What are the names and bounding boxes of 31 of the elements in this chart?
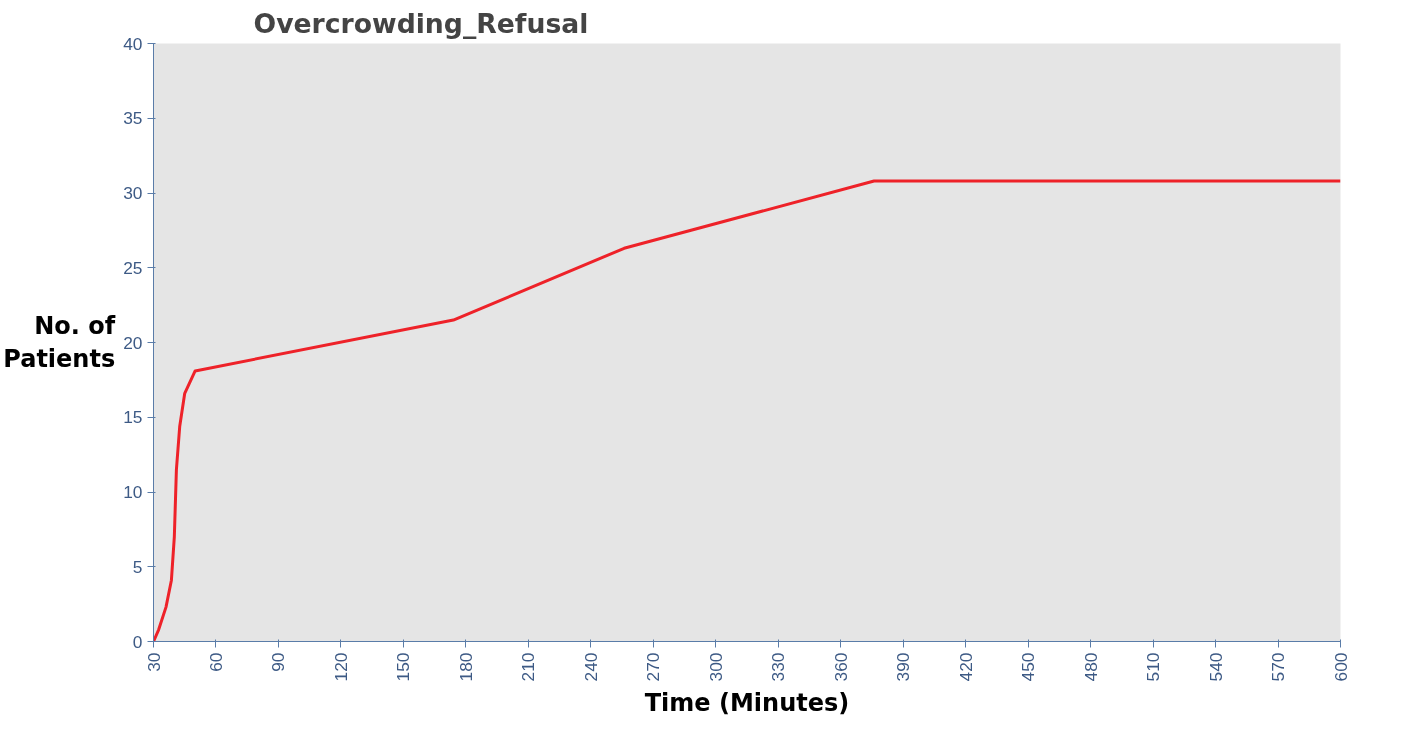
x-tick-label: 300 — [705, 652, 726, 682]
x-tick-label: 270 — [643, 652, 664, 682]
y-tick-label: 25 — [123, 257, 143, 278]
x-tick-label: 180 — [455, 652, 476, 682]
x-tick-label: 210 — [518, 652, 539, 682]
x-tick-label: 570 — [1268, 652, 1289, 682]
x-tick-label: 510 — [1143, 652, 1164, 682]
y-axis-title: No. of Patients — [3, 311, 116, 374]
y-tick-label: 0 — [132, 631, 143, 652]
y-tick-label: 30 — [123, 183, 143, 203]
y-tick-label: 5 — [132, 556, 143, 577]
y-tick-label: 10 — [123, 482, 143, 502]
x-tick-label: 420 — [955, 652, 976, 682]
x-tick-label: 120 — [330, 652, 351, 682]
x-tick-label: 450 — [1018, 652, 1039, 682]
x-tick-label: 480 — [1080, 652, 1101, 682]
x-tick-label: 150 — [393, 652, 414, 682]
x-tick-label: 390 — [893, 652, 914, 682]
x-axis-title: Time (Minutes) — [644, 689, 850, 718]
y-tick-label: 40 — [123, 33, 143, 54]
x-tick-label: 240 — [580, 652, 601, 682]
x-tick-label: 330 — [768, 652, 789, 682]
x-tick-label: 60 — [205, 652, 226, 672]
y-tick-label: 15 — [123, 407, 143, 428]
chart-title: Overcrowding_Refusal — [253, 7, 589, 39]
y-tick-label: 35 — [123, 108, 143, 129]
x-tick-label: 360 — [830, 652, 851, 682]
x-tick-label: 540 — [1205, 652, 1226, 682]
x-tick-label: 90 — [268, 652, 289, 672]
y-tick-label: 20 — [123, 332, 143, 353]
x-tick-label: 600 — [1330, 652, 1351, 682]
